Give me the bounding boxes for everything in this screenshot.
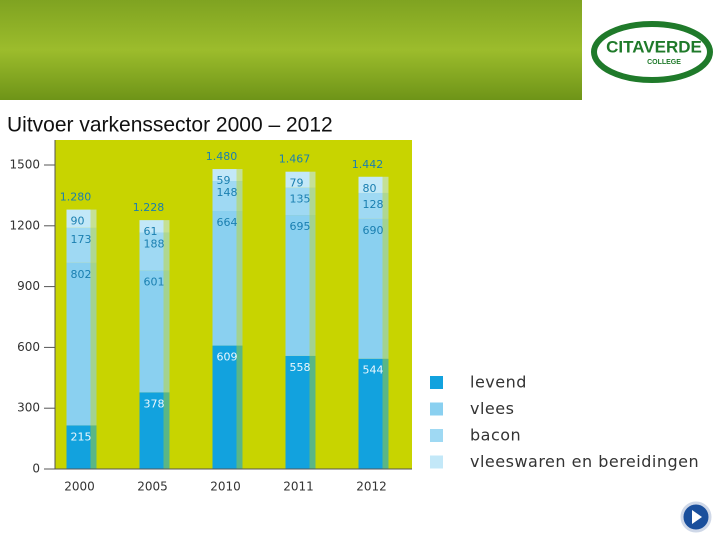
bar-segment xyxy=(358,218,383,359)
bar-segment xyxy=(358,176,383,193)
bar-segment-side xyxy=(382,176,389,193)
value-label: 802 xyxy=(71,268,92,281)
value-label: 90 xyxy=(71,215,85,228)
value-label: 609 xyxy=(217,351,238,364)
legend-swatch xyxy=(430,402,443,416)
legend-swatch xyxy=(430,376,443,389)
bar-segment-side xyxy=(309,187,316,216)
bar-segment-side xyxy=(236,211,243,346)
logo-swoosh xyxy=(591,21,713,83)
bar-segment xyxy=(139,220,164,233)
logo-area xyxy=(582,0,720,100)
bar-segment-side xyxy=(236,169,243,182)
bar-segment xyxy=(285,215,310,356)
bar-segment-side xyxy=(163,232,170,271)
bar-segment-side xyxy=(309,355,316,469)
value-label: 188 xyxy=(144,237,165,250)
bar-segment xyxy=(139,392,164,469)
bar-segment xyxy=(285,187,310,216)
bar-segment xyxy=(285,171,310,188)
value-label: 601 xyxy=(144,276,165,289)
logo-subtext: COLLEGE xyxy=(647,59,681,66)
value-label: 558 xyxy=(290,361,311,374)
logo-text: CITAVERDE xyxy=(606,37,702,56)
play-arrow[interactable] xyxy=(692,510,702,524)
value-label: 215 xyxy=(71,430,92,443)
bar-segment-side xyxy=(236,345,243,469)
bar-segment-side xyxy=(309,215,316,356)
legend-label: vlees xyxy=(470,399,514,418)
bar-segment xyxy=(212,169,237,182)
total-label: 1.480 xyxy=(206,150,238,163)
legend-swatch xyxy=(430,429,443,442)
legend-label: levend xyxy=(470,373,527,392)
bar-segment xyxy=(358,192,383,219)
bar-segment xyxy=(212,181,237,212)
bar-segment xyxy=(66,262,91,426)
bar-segment-side xyxy=(163,392,170,469)
bar-segment xyxy=(212,211,237,346)
bar-segment-side xyxy=(382,218,389,359)
bar-segment xyxy=(212,345,237,469)
bar-segment-side xyxy=(90,209,97,228)
chart-title: Uitvoer varkenssector 2000 – 2012 xyxy=(7,114,333,137)
total-label: 1.228 xyxy=(133,201,165,214)
bar-segment xyxy=(285,355,310,469)
bar-segment-side xyxy=(382,358,389,469)
x-tick-label: 2010 xyxy=(210,480,241,494)
bar-segment xyxy=(139,232,164,271)
y-tick-label: 0 xyxy=(32,462,40,476)
value-label: 61 xyxy=(144,225,158,238)
total-label: 1.467 xyxy=(279,153,311,166)
y-tick-label: 300 xyxy=(17,401,40,415)
y-tick-label: 900 xyxy=(17,279,40,293)
legend-label: vleeswaren en bereidingen xyxy=(470,452,699,471)
bar-segment-side xyxy=(309,171,316,188)
y-tick-label: 600 xyxy=(17,340,40,354)
legend-label: bacon xyxy=(470,426,521,445)
bar-segment xyxy=(66,425,91,469)
value-label: 544 xyxy=(363,364,384,377)
bar-segment-side xyxy=(90,227,97,263)
value-label: 173 xyxy=(71,233,92,246)
value-label: 148 xyxy=(217,186,238,199)
bar-segment-side xyxy=(163,220,170,233)
bar-segment-side xyxy=(236,181,243,212)
value-label: 664 xyxy=(217,216,238,229)
bar-segment xyxy=(66,227,91,263)
banner xyxy=(0,0,582,100)
total-label: 1.280 xyxy=(60,191,92,204)
play-button[interactable] xyxy=(680,501,712,533)
bar-segment-side xyxy=(90,262,97,426)
x-tick-label: 2000 xyxy=(64,480,95,494)
y-tick-label: 1200 xyxy=(9,218,40,232)
bar-segment-side xyxy=(163,270,170,393)
bar-segment-side xyxy=(90,425,97,469)
legend-swatch xyxy=(430,455,443,469)
value-label: 79 xyxy=(290,177,304,190)
total-label: 1.442 xyxy=(352,158,384,171)
bar-segment xyxy=(66,209,91,228)
value-label: 695 xyxy=(290,220,311,233)
x-tick-label: 2011 xyxy=(283,480,314,494)
y-tick-label: 1500 xyxy=(9,158,40,172)
value-label: 128 xyxy=(363,198,384,211)
value-label: 80 xyxy=(363,182,377,195)
value-label: 59 xyxy=(217,174,231,187)
value-label: 135 xyxy=(290,193,311,206)
x-tick-label: 2012 xyxy=(356,480,387,494)
bar-segment-side xyxy=(382,192,389,219)
bar-segment xyxy=(139,270,164,393)
value-label: 378 xyxy=(144,397,165,410)
x-tick-label: 2005 xyxy=(137,480,168,494)
bar-segment xyxy=(358,358,383,469)
value-label: 690 xyxy=(363,224,384,237)
